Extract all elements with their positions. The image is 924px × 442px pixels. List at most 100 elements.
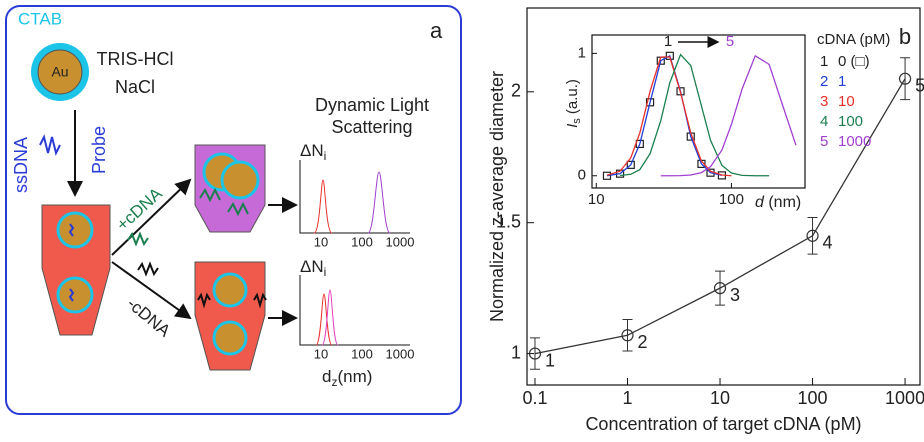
panel-border bbox=[5, 5, 462, 415]
error-bar bbox=[807, 216, 818, 255]
series-line bbox=[606, 54, 723, 177]
data-point bbox=[626, 160, 635, 169]
data-point bbox=[621, 329, 634, 342]
probe-label: Probe bbox=[89, 126, 109, 174]
point-label: 3 bbox=[730, 285, 740, 305]
ctab-label: CTAB bbox=[18, 9, 62, 28]
dna-icon bbox=[199, 187, 249, 217]
dna-icon bbox=[39, 134, 61, 156]
arrow-label: 1 bbox=[664, 33, 672, 50]
legend-number: 2 bbox=[820, 73, 828, 90]
dna-icon bbox=[68, 223, 75, 302]
dls-label: Scattering bbox=[331, 117, 412, 137]
dn-label: ΔNi bbox=[300, 141, 326, 163]
dz-label: dz(nm) bbox=[322, 367, 372, 389]
series-line bbox=[619, 53, 770, 177]
data-point bbox=[645, 98, 655, 107]
legend-number: 5 bbox=[820, 133, 828, 150]
mini-tick-label: 10 bbox=[314, 346, 328, 361]
error-bar bbox=[715, 270, 726, 306]
mini-peak bbox=[367, 171, 391, 234]
data-point bbox=[713, 282, 727, 295]
buffer-label: TRIS-HCl bbox=[97, 49, 174, 69]
particle bbox=[56, 276, 94, 314]
mini-axes bbox=[299, 275, 410, 346]
gold-particle bbox=[37, 49, 83, 95]
buffer-label: NaCl bbox=[115, 77, 155, 97]
error-bar bbox=[900, 57, 911, 101]
y-axis-label-unit: (a.u.) bbox=[564, 79, 581, 118]
particle bbox=[212, 320, 248, 356]
legend-number: 3 bbox=[820, 93, 828, 110]
x-axis-label: Concentration of target cDNA (pM) bbox=[585, 414, 861, 434]
point-label: 2 bbox=[637, 332, 647, 352]
dna-icon bbox=[197, 292, 267, 309]
y-axis-label-sub: s bbox=[571, 118, 583, 124]
y-tick-label: 1.5 bbox=[496, 211, 521, 231]
legend-label: 0 (□) bbox=[838, 53, 870, 70]
ssdna-label: ssDNA bbox=[11, 137, 31, 193]
arrow bbox=[111, 261, 192, 320]
y-tick-label: 1 bbox=[578, 44, 586, 61]
legend-label: 10 bbox=[838, 93, 855, 110]
legend-label: 1 bbox=[838, 73, 846, 90]
particle bbox=[212, 272, 248, 308]
x-tick-label: 100 bbox=[798, 388, 828, 408]
mini-peak bbox=[315, 293, 333, 346]
y-axis-label: Normalized z-average diameter bbox=[487, 71, 507, 322]
panel-letter: a bbox=[430, 18, 443, 43]
data-point bbox=[665, 51, 674, 60]
series-line bbox=[660, 54, 797, 177]
y-axis-label-symbol: I bbox=[564, 124, 581, 128]
legend-number: 4 bbox=[820, 113, 828, 130]
mini-tick-label: 100 bbox=[351, 346, 373, 361]
data-point bbox=[806, 229, 819, 242]
arrow-label: 5 bbox=[726, 33, 734, 50]
mini-tick-label: 1000 bbox=[386, 346, 415, 361]
arrow bbox=[111, 178, 192, 256]
x-tick-label: 1000 bbox=[885, 388, 924, 408]
y-tick-label: 1 bbox=[511, 342, 521, 362]
legend-label: 1000 bbox=[838, 133, 871, 150]
particle bbox=[56, 211, 94, 249]
panel-letter: b bbox=[899, 24, 911, 49]
particle bbox=[220, 160, 260, 200]
point-label: 1 bbox=[545, 350, 555, 370]
dn-label: ΔNi bbox=[300, 257, 326, 279]
x-tick-label: 100 bbox=[719, 191, 744, 208]
y-tick-label: 2 bbox=[511, 81, 521, 101]
mini-peak bbox=[321, 289, 339, 346]
mini-tick-label: 100 bbox=[351, 234, 373, 249]
x-tick-label: 0.1 bbox=[522, 388, 547, 408]
point-label: 4 bbox=[823, 233, 833, 253]
y-axis-label: Is (a.u.) bbox=[564, 79, 583, 128]
panel-a: a CTAB Au TRIS-HCl NaCl ssDNA Probe +cDN… bbox=[5, 5, 462, 415]
x-tick-label: 1 bbox=[622, 388, 632, 408]
legend-number: 1 bbox=[820, 53, 828, 70]
mini-peak bbox=[313, 179, 333, 234]
legend-label: 100 bbox=[838, 113, 863, 130]
x-tick-label: 10 bbox=[710, 388, 730, 408]
mini-axes bbox=[299, 160, 410, 234]
dna-icon bbox=[127, 231, 149, 247]
x-axis-label-unit: (nm) bbox=[764, 194, 801, 211]
y-tick-label: 0 bbox=[578, 167, 586, 184]
point-label: 5 bbox=[915, 75, 924, 95]
tube bbox=[194, 261, 266, 371]
data-point bbox=[528, 347, 542, 360]
legend-title: cDNA (pM) bbox=[817, 31, 890, 48]
dls-label: Dynamic Light bbox=[315, 95, 429, 115]
data-point bbox=[898, 72, 912, 85]
series-line bbox=[606, 56, 732, 177]
dna-icon bbox=[137, 261, 159, 277]
au-label: Au bbox=[51, 64, 68, 80]
x-axis-label-symbol: d bbox=[755, 194, 765, 211]
mini-tick-label: 10 bbox=[314, 234, 328, 249]
mini-tick-label: 1000 bbox=[386, 234, 415, 249]
plus-cdna-label: +cDNA bbox=[113, 184, 167, 235]
x-tick-label: 10 bbox=[588, 191, 605, 208]
error-bar bbox=[622, 319, 633, 352]
error-bar bbox=[529, 337, 540, 370]
x-axis-label: d (nm) bbox=[755, 194, 801, 211]
